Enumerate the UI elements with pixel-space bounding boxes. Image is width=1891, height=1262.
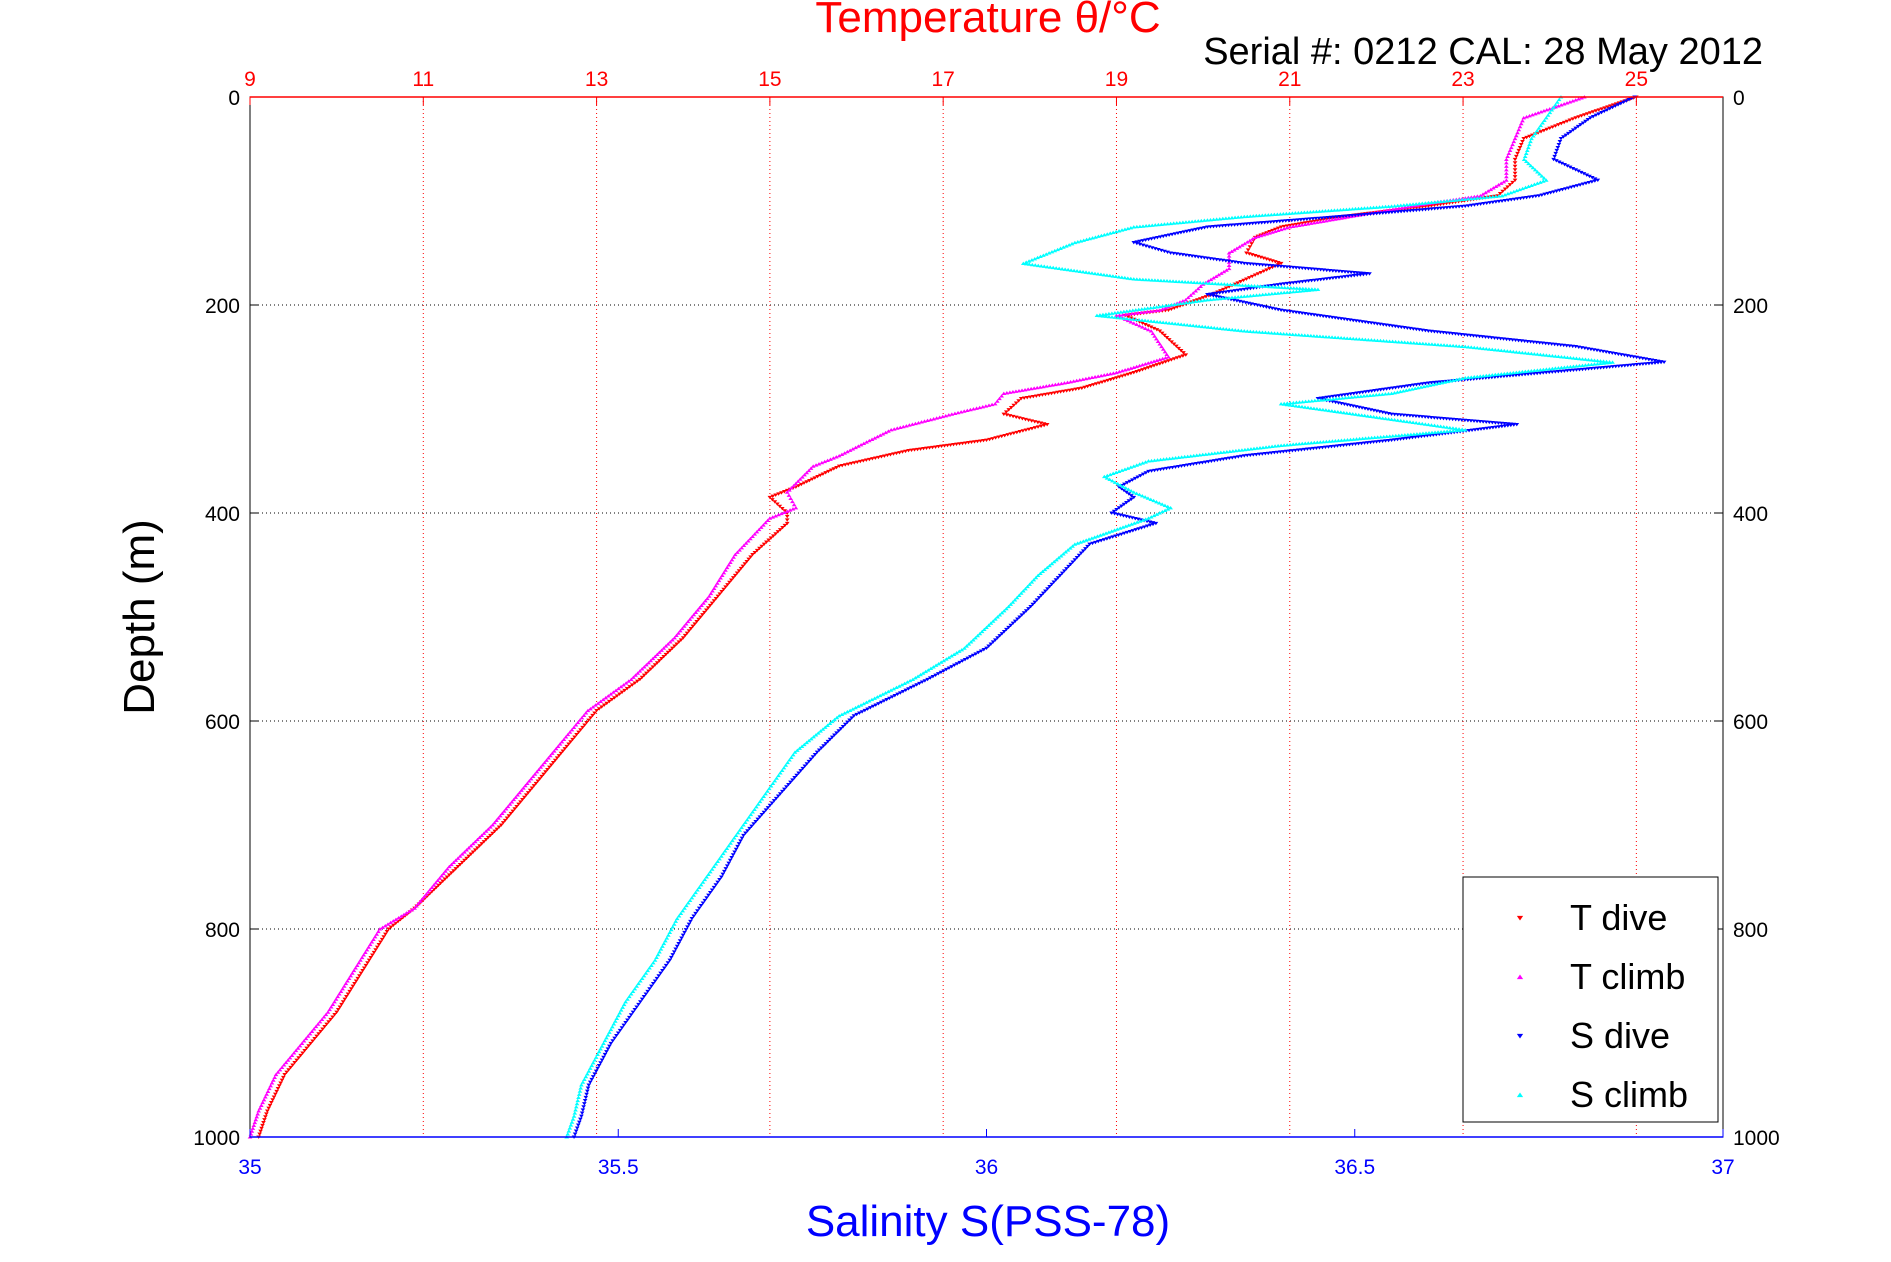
legend-label-s-climb: S climb bbox=[1570, 1074, 1688, 1115]
legend-box bbox=[1462, 876, 1719, 1123]
temperature-tick-label: 15 bbox=[758, 68, 781, 91]
grid-layer bbox=[250, 97, 1723, 1137]
y-axis-label: Depth (m) bbox=[115, 519, 164, 715]
temperature-tick-label: 25 bbox=[1625, 68, 1648, 91]
temperature-tick-label: 23 bbox=[1451, 68, 1474, 91]
temperature-tick-label: 19 bbox=[1105, 68, 1128, 91]
depth-tick-label-right: 200 bbox=[1733, 295, 1768, 318]
legend-markers bbox=[1516, 915, 1524, 1098]
serial-cal-text: Serial #: 0212 CAL: 28 May 2012 bbox=[1203, 31, 1763, 73]
depth-tick-label-right: 400 bbox=[1733, 503, 1768, 526]
depth-tick-label-left: 200 bbox=[205, 295, 240, 318]
salinity-tick-label: 36.5 bbox=[1334, 1156, 1375, 1179]
x-axis-label: Salinity S(PSS-78) bbox=[806, 1197, 1170, 1246]
axes-layer: 0 0 200 200 400 400 600 600 800 800 1000 1000 9 11 13 1… bbox=[193, 68, 1779, 1179]
depth-tick-label-right: 1000 bbox=[1733, 1127, 1780, 1150]
depth-tick-label-left: 1000 bbox=[193, 1127, 240, 1150]
temperature-axis-title: Temperature θ/°C bbox=[815, 0, 1160, 42]
depth-tick-label-right: 800 bbox=[1733, 919, 1768, 942]
legend-marker bbox=[1516, 1092, 1524, 1098]
legend: T dive T climb S dive S climb bbox=[1462, 876, 1719, 1123]
series-layer bbox=[247, 95, 1667, 1139]
salinity-tick-label: 35 bbox=[238, 1156, 261, 1179]
temperature-tick-label: 17 bbox=[931, 68, 954, 91]
salinity-tick-label: 36 bbox=[975, 1156, 998, 1179]
temperature-tick-label: 13 bbox=[585, 68, 608, 91]
legend-label-t-climb: T climb bbox=[1570, 956, 1685, 997]
depth-tick-label-right: 0 bbox=[1733, 87, 1745, 110]
depth-tick-label-left: 0 bbox=[228, 87, 240, 110]
depth-tick-label-left: 600 bbox=[205, 711, 240, 734]
temperature-tick-label: 9 bbox=[244, 68, 256, 91]
legend-label-t-dive: T dive bbox=[1570, 897, 1667, 938]
depth-tick-label-left: 400 bbox=[205, 503, 240, 526]
salinity-tick-label: 35.5 bbox=[598, 1156, 639, 1179]
depth-tick-label-right: 600 bbox=[1733, 711, 1768, 734]
temperature-tick-label: 11 bbox=[412, 68, 434, 91]
legend-marker bbox=[1516, 974, 1524, 980]
depth-tick-label-left: 800 bbox=[205, 919, 240, 942]
legend-label-s-dive: S dive bbox=[1570, 1015, 1670, 1056]
legend-marker bbox=[1516, 915, 1524, 921]
legend-marker bbox=[1516, 1033, 1524, 1039]
salinity-tick-label: 37 bbox=[1711, 1156, 1734, 1179]
temperature-tick-label: 21 bbox=[1278, 68, 1301, 91]
